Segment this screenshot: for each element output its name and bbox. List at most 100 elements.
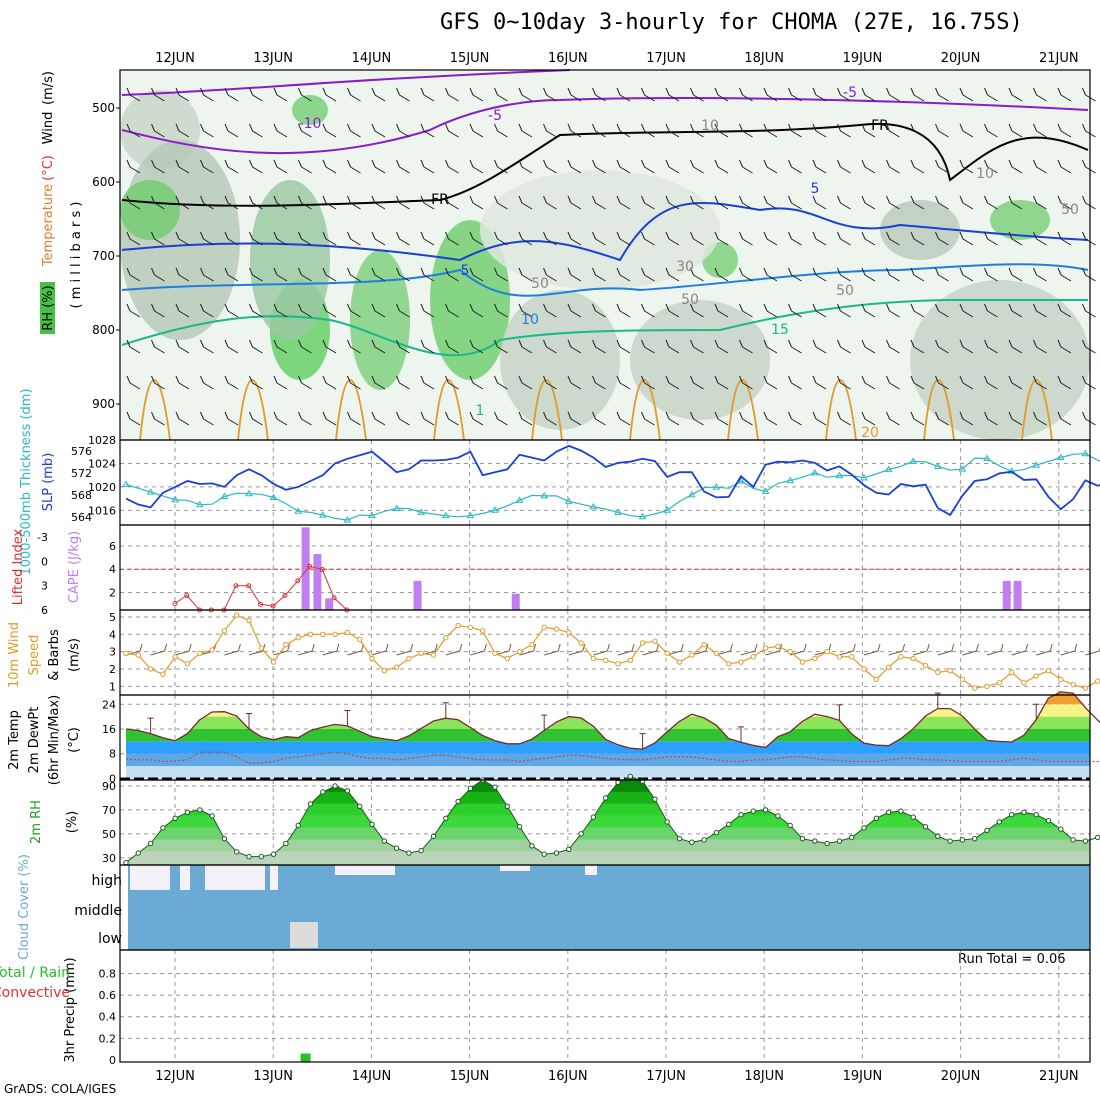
wind-barb xyxy=(690,303,704,318)
lifted-index-marker xyxy=(331,595,337,601)
thickness-marker xyxy=(1007,467,1016,474)
wind-barb xyxy=(1033,123,1047,138)
li-tick: -3 xyxy=(37,531,48,544)
rh-marker xyxy=(885,809,892,816)
wind-barb xyxy=(445,195,459,210)
wind-barb xyxy=(763,195,778,210)
wind-barb xyxy=(1008,159,1023,174)
contour-label: 15 xyxy=(771,322,789,338)
high-cloud-gap xyxy=(585,865,597,875)
wind-speed-marker xyxy=(1082,685,1089,691)
date-label-bottom: 16JUN xyxy=(548,1069,588,1084)
wind-barb xyxy=(298,411,312,426)
wind-barb xyxy=(469,375,484,390)
wind-barb xyxy=(641,159,655,174)
rh-marker xyxy=(590,814,597,820)
rh-marker xyxy=(1058,826,1064,832)
lifted-index-marker xyxy=(319,567,325,573)
temp-maxmin-bar xyxy=(147,717,154,734)
wind-barb xyxy=(518,375,533,390)
wind-barb xyxy=(739,267,753,282)
wind-unit-label: (m/s) xyxy=(67,638,82,672)
wind-barb xyxy=(494,339,508,354)
wind-barb xyxy=(567,159,582,174)
wind-barb xyxy=(494,231,508,246)
cloud-level-label: high xyxy=(91,873,122,889)
rh-marker xyxy=(750,808,756,814)
wind-barb xyxy=(616,303,631,318)
wind-barb xyxy=(249,375,263,390)
wind-barb xyxy=(788,339,802,354)
wind-barb xyxy=(837,195,851,210)
convective-label: Convective xyxy=(0,985,70,1001)
wind-barb xyxy=(714,123,729,138)
wind-barb xyxy=(690,375,704,390)
cape-tick: 2 xyxy=(109,587,116,600)
wind-barb xyxy=(763,339,778,354)
wind-barb xyxy=(592,375,606,390)
wind-barb xyxy=(126,375,141,390)
precip-tick: 0.6 xyxy=(99,989,117,1002)
lifted-index-marker xyxy=(257,601,263,607)
lifted-index-marker xyxy=(307,563,313,569)
precip-tick: 0.4 xyxy=(99,1011,117,1024)
wind-barb xyxy=(175,87,190,102)
wind-barb xyxy=(469,87,484,102)
wind-barb xyxy=(739,231,753,246)
wind-barb xyxy=(1057,87,1072,102)
rh-marker xyxy=(910,814,916,820)
rh-marker xyxy=(504,803,510,810)
wind-barb xyxy=(592,87,606,102)
temp-tick: 0 xyxy=(109,772,116,785)
wind-barb xyxy=(151,159,165,174)
surface-wind-barb xyxy=(1085,647,1100,656)
wind-barb xyxy=(690,87,704,102)
wind-barb xyxy=(175,303,190,318)
cape-bar xyxy=(1013,580,1022,610)
wind-barb xyxy=(249,267,263,282)
isotherm-20-dome xyxy=(139,379,171,441)
slp-axis-label: SLP (mb) xyxy=(41,453,56,512)
wind-barb xyxy=(567,231,582,246)
wind-barb xyxy=(224,159,239,174)
wind-barb xyxy=(984,123,998,138)
rh-marker xyxy=(516,823,523,830)
date-label-top: 15JUN xyxy=(450,51,490,66)
rh-marker xyxy=(578,831,584,837)
wind-barb xyxy=(543,267,557,282)
rh-axis-label: RH (%) xyxy=(41,285,56,330)
rh-blob xyxy=(350,250,410,390)
wind-barb xyxy=(665,303,680,318)
rh-marker xyxy=(566,846,572,853)
rh-marker xyxy=(381,838,387,844)
rh-marker xyxy=(418,847,424,854)
thickness-marker xyxy=(614,508,622,515)
wind-barb xyxy=(714,339,729,354)
wind-barb xyxy=(469,195,484,210)
thickness-marker xyxy=(958,465,967,472)
rh-marker xyxy=(861,825,867,831)
precip-bar xyxy=(300,1053,311,1062)
panel-frame-precip xyxy=(119,949,1091,1063)
wind-barb xyxy=(861,195,876,210)
wind-barb xyxy=(224,411,239,426)
wind-barb xyxy=(224,195,239,210)
wind-barb xyxy=(445,123,459,138)
wind-barb xyxy=(959,195,974,210)
rh-blob xyxy=(120,180,180,240)
wind-barb xyxy=(126,411,141,426)
wind-barb xyxy=(126,231,141,246)
wind-barb xyxy=(518,195,533,210)
contour-label: 10 xyxy=(521,312,539,328)
wind-barb xyxy=(151,339,165,354)
thickness-marker xyxy=(122,480,130,487)
wind-barb xyxy=(641,375,655,390)
wind-barb xyxy=(249,159,263,174)
wind-barb xyxy=(1033,87,1047,102)
wind-barb xyxy=(249,195,263,210)
slp-tick: 1020 xyxy=(88,481,116,494)
wind-speed-marker xyxy=(197,650,203,657)
surface-wind-barb xyxy=(298,643,315,656)
surface-wind-barb xyxy=(519,643,537,656)
wind-barb xyxy=(396,195,410,210)
